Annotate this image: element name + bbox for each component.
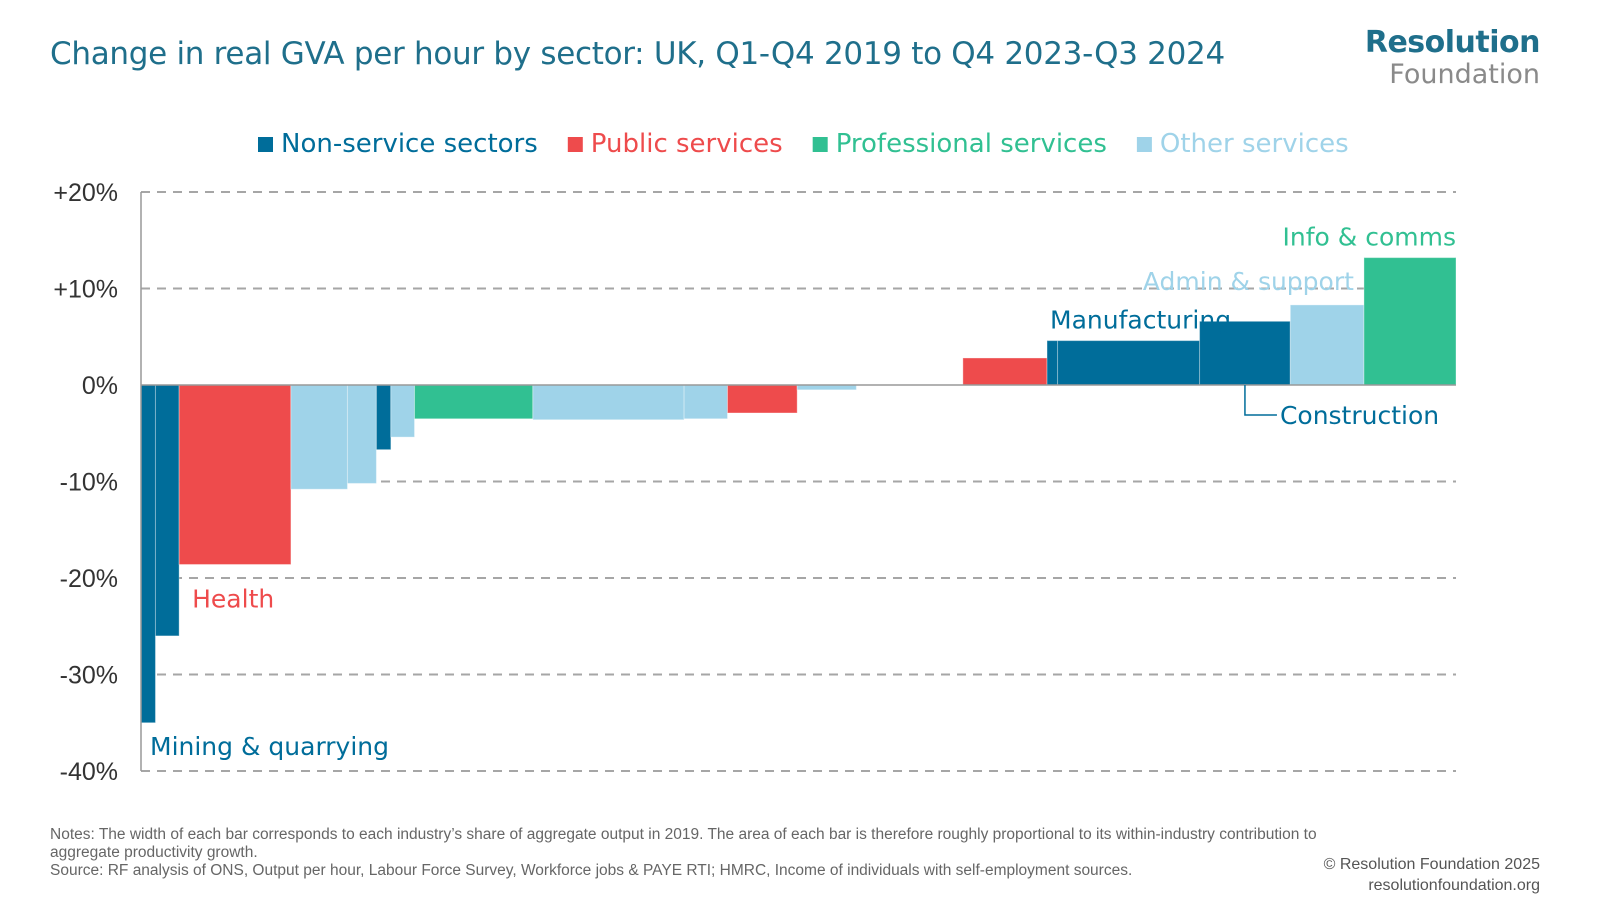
chart-title: Change in real GVA per hour by sector: U… bbox=[50, 36, 1225, 72]
chart-notes: Notes: The width of each bar corresponds… bbox=[50, 826, 1340, 880]
legend-label-public-services: Public services bbox=[591, 129, 783, 159]
bar-non-service-sectors bbox=[1199, 320, 1291, 386]
bar-other-services bbox=[1289, 304, 1365, 386]
y-tick-label: -20% bbox=[60, 565, 118, 593]
bar-public-services bbox=[178, 384, 292, 565]
legend-label-professional-services: Professional services bbox=[836, 129, 1107, 159]
bar-non-service-sectors bbox=[154, 384, 180, 637]
bar-professional-services bbox=[1363, 257, 1457, 386]
y-tick-label: -10% bbox=[60, 469, 118, 497]
bar-non-service-sectors bbox=[375, 384, 392, 451]
y-tick-label: -40% bbox=[60, 758, 118, 786]
legend-label-other-services: Other services bbox=[1160, 129, 1349, 159]
annotation-construction: Construction bbox=[1280, 401, 1439, 430]
logo-line-1: Resolution bbox=[1364, 25, 1541, 60]
footer-credits: © Resolution Foundation 2025 resolutionf… bbox=[1324, 854, 1540, 896]
y-tick-label: 0% bbox=[82, 372, 118, 400]
bar-other-services bbox=[346, 384, 377, 484]
website-link[interactable]: resolutionfoundation.org bbox=[1368, 877, 1540, 894]
annotation-mining-quarrying: Mining & quarrying bbox=[150, 732, 389, 761]
y-tick-label: +20% bbox=[53, 179, 118, 207]
legend-label-non-service-sectors: Non-service sectors bbox=[281, 129, 538, 159]
legend-swatch-non-service-sectors bbox=[258, 137, 273, 152]
logo-line-2: Foundation bbox=[1389, 59, 1540, 90]
annotation-info-comms: Info & comms bbox=[1283, 223, 1456, 252]
annotation-manufacturing: Manufacturing bbox=[1050, 306, 1231, 335]
legend-swatch-public-services bbox=[567, 137, 583, 152]
legend-swatch-other-services bbox=[1136, 137, 1152, 152]
bar-other-services bbox=[390, 384, 416, 438]
construction-leader-line bbox=[1244, 385, 1277, 416]
annotation-health: Health bbox=[192, 584, 274, 613]
notes-text: Notes: The width of each bar corresponds… bbox=[50, 826, 1317, 861]
bar-other-services bbox=[290, 384, 348, 490]
y-tick-label: -30% bbox=[60, 662, 118, 690]
bar-other-services bbox=[683, 384, 728, 420]
source-text: Source: RF analysis of ONS, Output per h… bbox=[50, 862, 1133, 879]
copyright-text: © Resolution Foundation 2025 bbox=[1323, 856, 1540, 873]
bar-non-service-sectors bbox=[1046, 340, 1059, 386]
y-tick-label: +10% bbox=[53, 276, 118, 304]
bar-professional-services bbox=[414, 384, 534, 420]
bar-public-services bbox=[962, 357, 1048, 386]
legend-swatch-professional-services bbox=[812, 137, 828, 152]
resolution-foundation-logo: Resolution Foundation bbox=[1364, 25, 1541, 90]
bar-non-service-sectors bbox=[1057, 340, 1201, 386]
annotation-admin-support: Admin & support bbox=[1143, 267, 1354, 296]
bar-other-services bbox=[532, 384, 685, 421]
variable-width-bar-chart: Non-service sectors Public services Profes… bbox=[53, 129, 1457, 786]
bar-non-service-sectors bbox=[140, 384, 156, 724]
bar-public-services bbox=[726, 384, 798, 414]
